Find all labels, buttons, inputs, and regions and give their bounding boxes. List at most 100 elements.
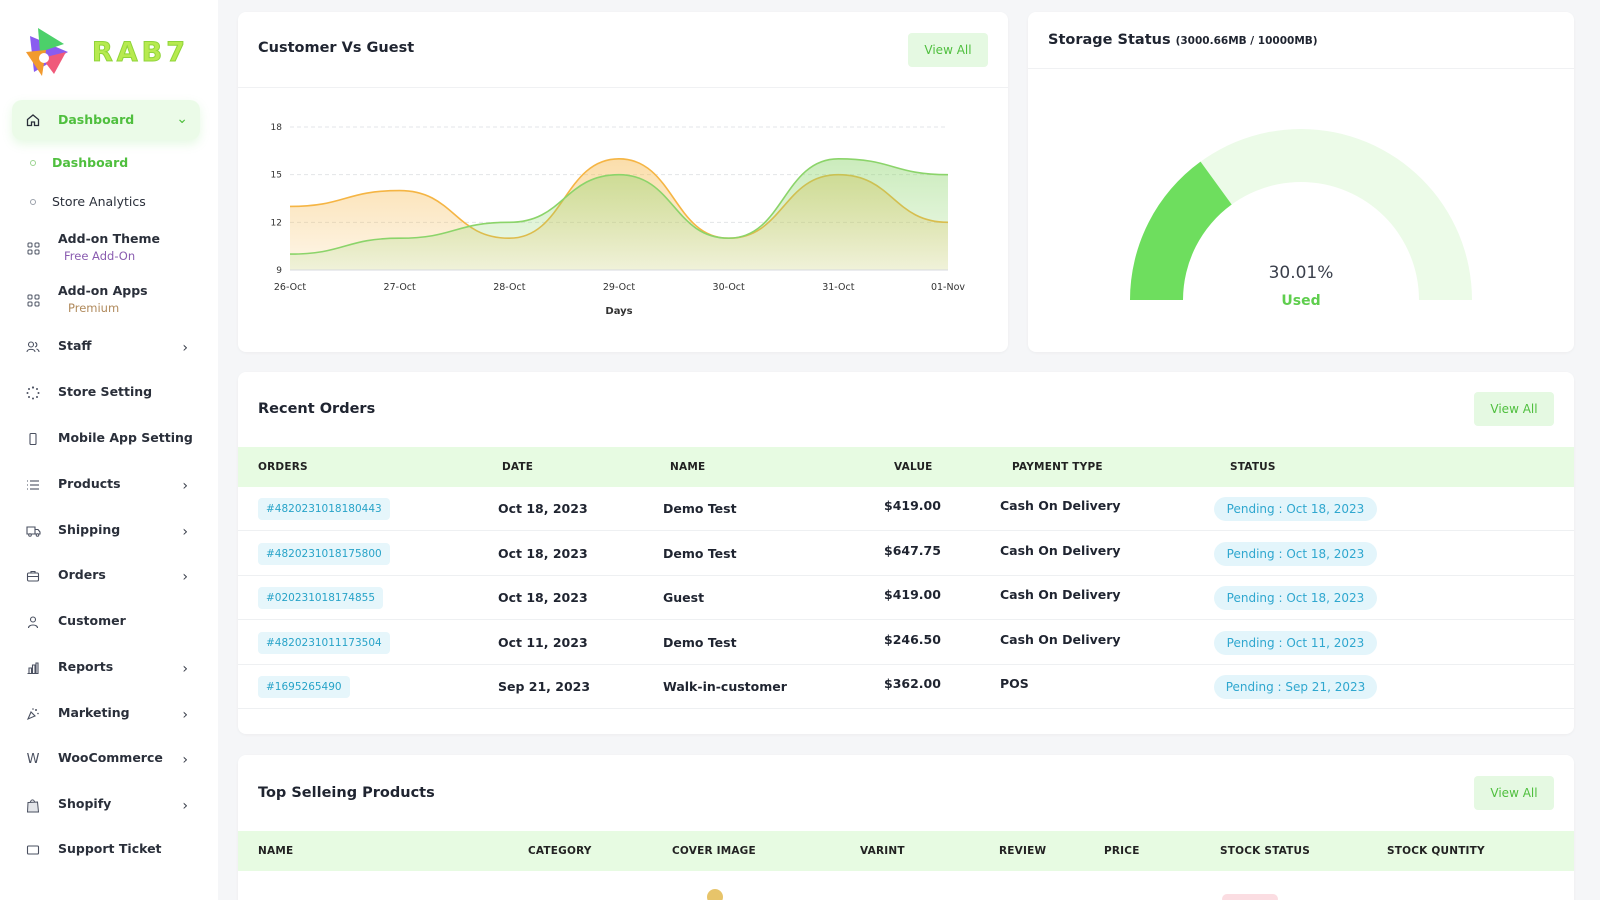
sidebar-item-label: Dashboard	[58, 112, 135, 127]
sidebar-item-shopify[interactable]: Shopify ›	[12, 796, 200, 814]
view-all-button[interactable]: View All	[1474, 392, 1554, 426]
sidebar-item-customer[interactable]: Customer	[12, 613, 200, 631]
sidebar-item-addon-apps[interactable]: Add-on Apps Premium	[12, 283, 200, 316]
column-header: VALUE	[894, 461, 933, 473]
sidebar-item-label: Shipping	[58, 522, 121, 537]
status-badge: Pending : Oct 18, 2023	[1214, 541, 1377, 566]
payment-type: Cash On Delivery	[1000, 631, 1121, 647]
brand-name: RAB7	[91, 36, 190, 68]
sidebar-item-label: Orders	[58, 567, 106, 582]
brand-logo[interactable]: RAB7	[20, 22, 189, 82]
order-value: $362.00	[884, 676, 941, 692]
column-header: PAYMENT TYPE	[1012, 461, 1103, 473]
status-badge: Pending : Oct 11, 2023	[1214, 630, 1377, 655]
list-icon	[24, 476, 42, 494]
sidebar-subitem-dashboard[interactable]: Dashboard	[30, 155, 128, 170]
sidebar-item-label: Marketing	[58, 705, 130, 720]
sidebar-item-shipping[interactable]: Shipping ›	[12, 522, 200, 540]
chevron-right-icon: ›	[182, 340, 188, 356]
grid-icon	[24, 239, 42, 257]
home-icon	[24, 111, 42, 129]
order-id-link[interactable]: #020231018174855	[258, 587, 384, 610]
recent-orders-card: Recent Orders View All ORDERS DATE NAME …	[238, 372, 1574, 734]
sidebar-item-label: Customer	[58, 613, 126, 628]
stock-status-badge	[1222, 894, 1278, 900]
order-value: $419.00	[884, 498, 941, 513]
table-row[interactable]: #4820231018175800 Oct 18, 2023 Demo Test $6…	[238, 532, 1574, 576]
customer-name: Guest	[663, 590, 705, 606]
column-header: ORDERS	[258, 461, 308, 473]
top-selling-products-card: Top Selleing Products View All NAME CATE…	[238, 755, 1574, 900]
y-tick-label: 18	[271, 123, 283, 133]
sidebar-item-label: Staff	[58, 338, 92, 353]
column-header: STOCK QUNTITY	[1387, 845, 1485, 857]
sidebar-item-reports[interactable]: Reports ›	[12, 659, 200, 677]
card-divider	[1028, 68, 1574, 69]
sidebar-item-mobile-app-setting[interactable]: Mobile App Setting	[12, 430, 200, 448]
chevron-right-icon: ›	[182, 661, 188, 677]
table-row[interactable]: #020231018174855 Oct 18, 2023 Guest $419.00…	[238, 576, 1574, 621]
order-id-link[interactable]: #1695265490	[258, 676, 350, 699]
sidebar-subitem-label: Store Analytics	[52, 194, 146, 209]
shopify-bag-icon	[24, 796, 42, 814]
order-id-link[interactable]: #4820231018175800	[258, 542, 390, 565]
storage-percent: 30.01%	[1268, 263, 1334, 283]
confetti-icon	[24, 705, 42, 723]
sidebar: RAB7 Dashboard ⌄ Dashboard Store Analyti…	[0, 0, 218, 900]
series-area-1	[290, 158, 948, 270]
order-date: Oct 18, 2023	[498, 501, 588, 516]
sidebar-item-marketing[interactable]: Marketing ›	[12, 705, 200, 723]
sidebar-item-staff[interactable]: Staff ›	[12, 338, 200, 356]
view-all-button[interactable]: View All	[908, 33, 988, 67]
sidebar-subitem-store-analytics[interactable]: Store Analytics	[30, 194, 146, 209]
order-id-link[interactable]: #4820231011173504	[258, 631, 390, 654]
sidebar-item-dashboard[interactable]: Dashboard ⌄	[12, 100, 200, 140]
loader-icon	[24, 384, 42, 402]
gauge-track	[1130, 129, 1472, 300]
sidebar-item-label: Add-on Theme	[58, 231, 161, 246]
card-title: Storage Status	[1048, 32, 1171, 48]
bullet-icon	[30, 159, 36, 166]
view-all-button[interactable]: View All	[1474, 776, 1554, 810]
column-header: STATUS	[1230, 461, 1276, 473]
order-id-link[interactable]: #4820231018180443	[258, 498, 390, 520]
sidebar-item-products[interactable]: Products ›	[12, 476, 200, 494]
x-tick-label: 27-Oct	[384, 282, 416, 293]
sidebar-item-store-setting[interactable]: Store Setting	[12, 384, 200, 402]
x-tick-label: 28-Oct	[493, 282, 525, 293]
payment-type: Cash On Delivery	[1000, 587, 1121, 603]
chevron-right-icon: ›	[182, 569, 188, 585]
chevron-right-icon: ›	[182, 478, 188, 494]
sidebar-item-addon-theme[interactable]: Add-on Theme Free Add-On	[12, 231, 200, 264]
storage-detail: (3000.66MB / 10000MB)	[1175, 35, 1318, 47]
sidebar-item-label: Reports	[58, 659, 114, 674]
table-row[interactable]: #4820231011173504 Oct 11, 2023 Demo Test $2…	[238, 621, 1574, 665]
chevron-down-icon: ⌄	[176, 111, 188, 127]
x-tick-label: 26-Oct	[274, 282, 306, 293]
chevron-right-icon: ›	[182, 524, 188, 540]
column-header: NAME	[670, 461, 706, 473]
card-divider	[238, 87, 1008, 88]
customer-name: Demo Test	[663, 545, 737, 561]
status-badge: Pending : Sep 21, 2023	[1214, 675, 1377, 700]
column-header: COVER IMAGE	[672, 845, 756, 857]
product-cover-image	[707, 889, 723, 900]
sidebar-item-label: Products	[58, 476, 121, 491]
sidebar-item-label: Store Setting	[58, 384, 153, 399]
table-row[interactable]: #1695265490 Sep 21, 2023 Walk-in-customer $…	[238, 665, 1574, 710]
sidebar-item-woocommerce[interactable]: W WooCommerce ›	[12, 750, 200, 768]
column-header: PRICE	[1104, 845, 1140, 857]
customer-guest-chart: 9 12 15 18 26-Oct 27-Oct 28-Oct 29-Oct 30-Oct 31-…	[271, 123, 966, 317]
sidebar-item-orders[interactable]: Orders ›	[12, 567, 200, 585]
woocommerce-icon: W	[26, 751, 40, 767]
sidebar-item-label: Shopify	[58, 796, 112, 811]
order-value: $647.75	[884, 542, 941, 558]
column-header: CATEGORY	[528, 845, 592, 857]
sidebar-item-support-ticket[interactable]: Support Ticket	[12, 841, 200, 859]
storage-header: Storage Status (3000.66MB / 10000MB)	[1048, 32, 1318, 48]
ticket-icon	[24, 841, 42, 859]
card-title: Customer Vs Guest	[258, 40, 415, 56]
table-header: NAME CATEGORY COVER IMAGE VARINT REVIEW …	[238, 831, 1574, 871]
x-axis-label: Days	[605, 306, 632, 317]
table-row[interactable]: #4820231018180443 Oct 18, 2023 Demo Test $4…	[238, 487, 1574, 531]
